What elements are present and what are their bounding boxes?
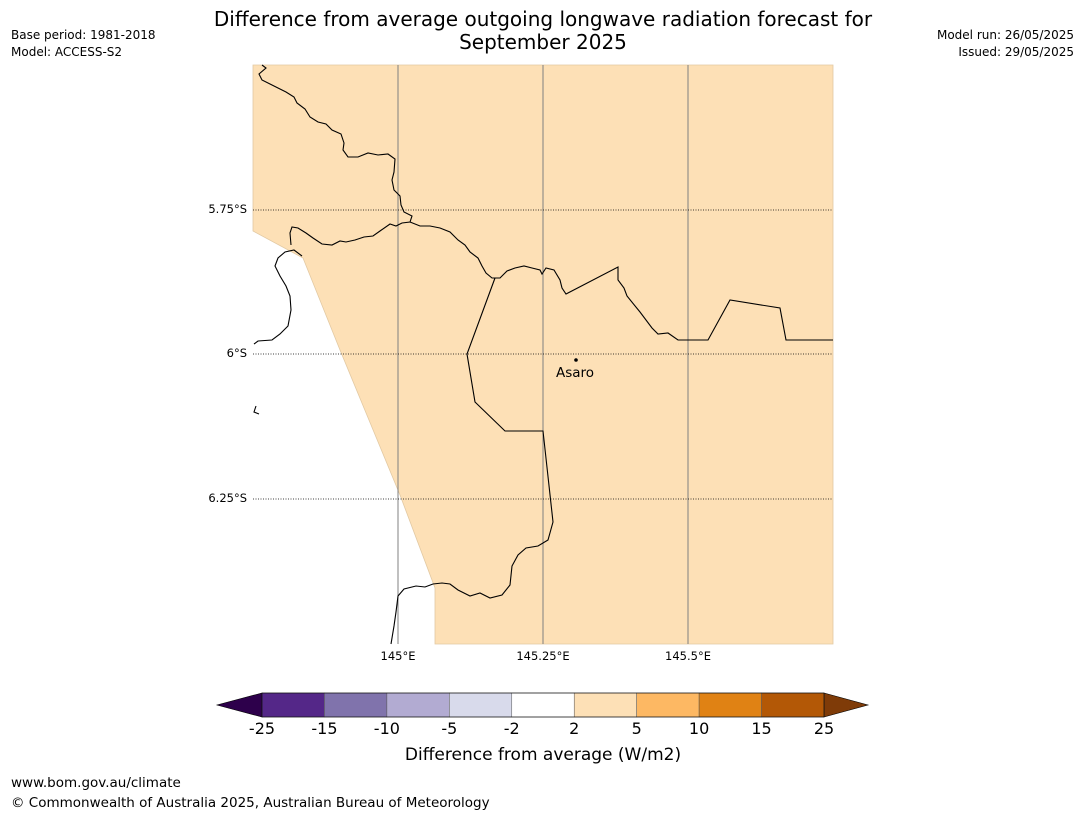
base-period: Base period: 1981-2018 <box>11 28 156 42</box>
colorbar-tick-label: -2 <box>503 719 520 738</box>
colorbar-frame <box>261 692 825 718</box>
colorbar-tick-label: 25 <box>813 719 835 738</box>
issued-date: Issued: 29/05/2025 <box>958 45 1074 59</box>
colorbar-tick-label: 10 <box>688 719 710 738</box>
colorbar-segment <box>698 692 762 718</box>
colorbar-segment <box>636 692 700 718</box>
boundary-lines <box>253 64 833 645</box>
place-label-asaro: Asaro <box>556 365 595 381</box>
model-name: Model: ACCESS-S2 <box>11 45 123 59</box>
colorbar <box>215 692 870 718</box>
colorbar-tick-label: 5 <box>631 719 642 738</box>
colorbar-tick-label: 2 <box>569 719 580 738</box>
colorbar-segment <box>761 692 825 718</box>
colorbar-tick-label: -15 <box>311 719 338 738</box>
asaro-marker <box>574 358 578 362</box>
lon-label-145-25: 145.25°E <box>516 649 570 663</box>
boundary-south <box>390 277 554 645</box>
colorbar-tick-label: 15 <box>751 719 772 738</box>
colorbar-tick-label: -25 <box>248 719 276 738</box>
lat-label-5-75: 5.75°S <box>208 202 247 216</box>
colorbar-title: Difference from average (W/m2) <box>404 745 682 765</box>
lon-label-145-5: 145.5°E <box>665 649 711 663</box>
title-line-2: September 2025 <box>459 30 627 54</box>
colorbar-segment <box>386 692 450 718</box>
boundary-fragment <box>253 405 260 415</box>
footer-url: www.bom.gov.au/climate <box>11 775 181 791</box>
colorbar-under-triangle <box>215 692 263 718</box>
colorbar-over-triangle <box>823 692 870 718</box>
colorbar-segment <box>261 692 325 718</box>
colorbar-segment <box>449 692 513 718</box>
boundary-west <box>253 249 303 345</box>
colorbar-tick-label: -10 <box>373 719 400 738</box>
meta-right: Model run: 26/05/2025 Issued: 29/05/2025 <box>937 27 1074 61</box>
colorbar-segment <box>573 692 637 718</box>
model-run: Model run: 26/05/2025 <box>936 28 1074 42</box>
title-line-1: Difference from average outgoing longwav… <box>213 7 873 31</box>
boundary-central <box>409 221 833 341</box>
lon-label-145: 145°E <box>380 649 416 663</box>
colorbar-segment <box>511 692 575 718</box>
lat-label-6: 6°S <box>226 346 247 360</box>
lat-label-6-25: 6.25°S <box>208 491 247 505</box>
colorbar-tick-label: -5 <box>441 719 458 738</box>
footer-copyright: © Commonwealth of Australia 2025, Austra… <box>11 795 490 811</box>
colorbar-segment <box>324 692 388 718</box>
meta-left: Base period: 1981-2018 Model: ACCESS-S2 <box>11 27 156 61</box>
boundary-north <box>258 64 413 246</box>
map-title: Difference from average outgoing longwav… <box>143 8 943 54</box>
